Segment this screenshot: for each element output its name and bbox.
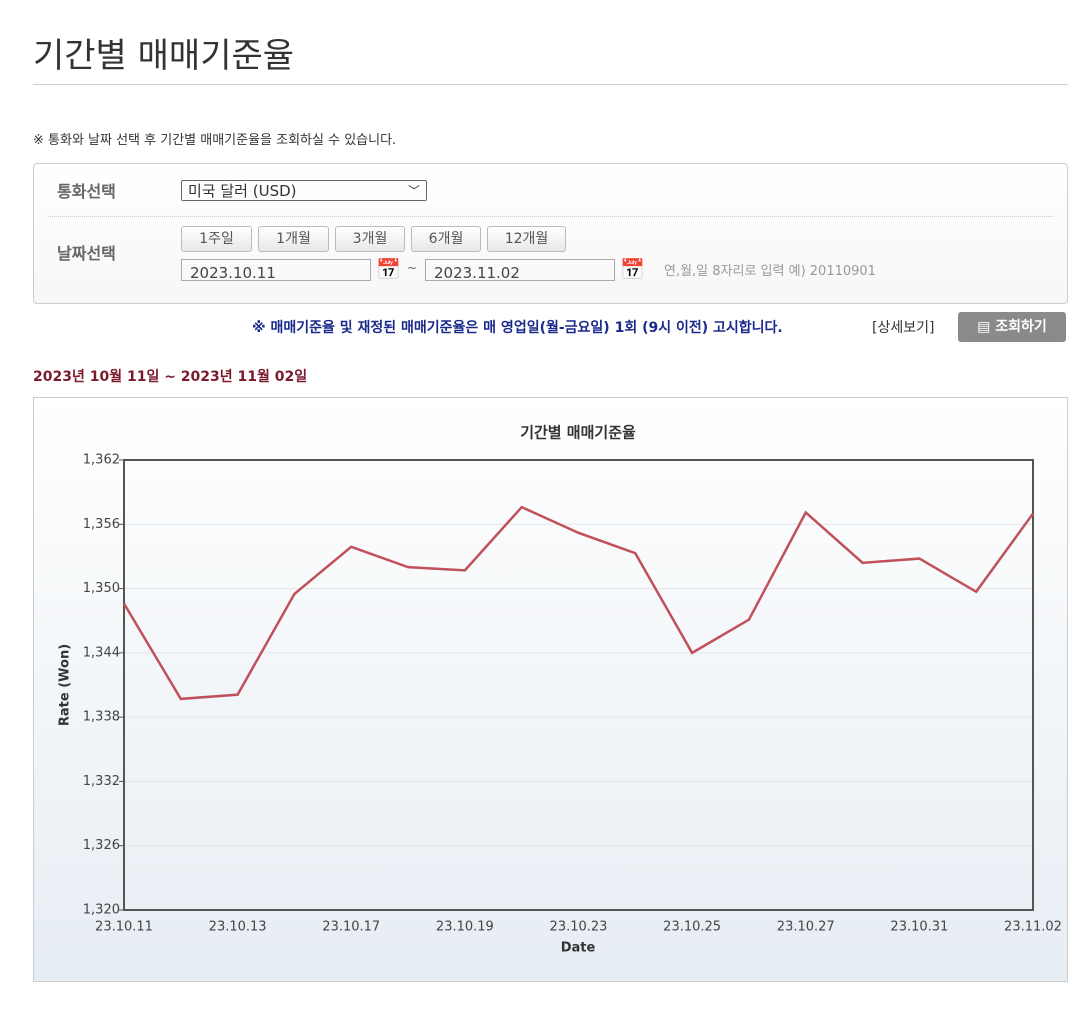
x-tick-label: 23.10.27 <box>777 920 835 935</box>
range-text: 2023년 10월 11일 ~ 2023년 11월 02일 <box>33 369 308 385</box>
currency-label: 통화선택 <box>57 182 116 201</box>
y-tick-label: 1,332 <box>83 774 120 789</box>
chart-box <box>33 397 1068 982</box>
x-tick-label: 23.10.25 <box>663 920 721 935</box>
calendar-icon[interactable]: 📅 <box>620 257 645 281</box>
x-tick-label: 23.10.13 <box>209 920 267 935</box>
chart-title: 기간별 매매기준율 <box>520 424 636 442</box>
calendar-icon[interactable]: 📅 <box>376 257 401 281</box>
search-button-label: 조회하기 <box>995 319 1047 335</box>
y-tick-label: 1,344 <box>83 645 120 660</box>
x-tick-label: 23.10.23 <box>550 920 608 935</box>
search-button[interactable]: ▤ 조회하기 <box>958 312 1066 342</box>
y-axis-label: Rate (Won) <box>58 644 73 726</box>
period-button[interactable]: 3개월 <box>335 226 405 252</box>
chart: 기간별 매매기준율 Date Rate (Won) 1,320 1,326 1,33… <box>58 424 1062 956</box>
x-tick-label: 23.10.11 <box>95 920 153 935</box>
y-tick-label: 1,338 <box>83 710 120 725</box>
period-button[interactable]: 6개월 <box>411 226 481 252</box>
row-divider <box>48 216 1053 217</box>
currency-value: 미국 달러 (USD) <box>188 182 297 200</box>
separator: ~ <box>407 261 418 275</box>
end-date[interactable]: 2023.11.02 <box>425 259 615 282</box>
x-axis-label: Date <box>561 941 596 956</box>
plot-frame <box>123 459 1034 911</box>
rate-line <box>122 505 1035 701</box>
period-button[interactable]: 1주일 <box>181 226 252 252</box>
date-label: 날짜선택 <box>57 244 116 263</box>
y-tick-label: 1,350 <box>83 581 120 596</box>
period-button[interactable]: 12개월 <box>487 226 566 252</box>
x-tick-label: 23.10.19 <box>436 920 494 935</box>
start-date[interactable]: 2023.10.11 <box>181 259 371 282</box>
x-tick-label: 23.10.17 <box>322 920 380 935</box>
x-tick-label: 23.10.31 <box>890 920 948 935</box>
detail-link[interactable]: [상세보기] <box>872 320 935 336</box>
period-button[interactable]: 1개월 <box>258 226 329 252</box>
divider <box>33 84 1068 85</box>
notice: ※ 통화와 날짜 선택 후 기간별 매매기준율을 조회하실 수 있습니다. <box>33 133 397 148</box>
y-tick-label: 1,362 <box>83 453 120 468</box>
currency-select[interactable]: 미국 달러 (USD) ﹀ <box>181 180 427 201</box>
page-title: 기간별 매매기준율 <box>33 36 295 76</box>
date-hint: 연,월,일 8자리로 입력 예) 20110901 <box>664 264 876 279</box>
y-tick-label: 1,356 <box>83 517 120 532</box>
y-tick-label: 1,326 <box>83 838 120 853</box>
y-tick-label: 1,320 <box>83 903 120 918</box>
x-tick-label: 23.11.02 <box>1004 920 1062 935</box>
info-text: ※ 매매기준율 및 재정된 매매기준율은 매 영업일(월-금요일) 1회 (9시… <box>252 320 783 336</box>
